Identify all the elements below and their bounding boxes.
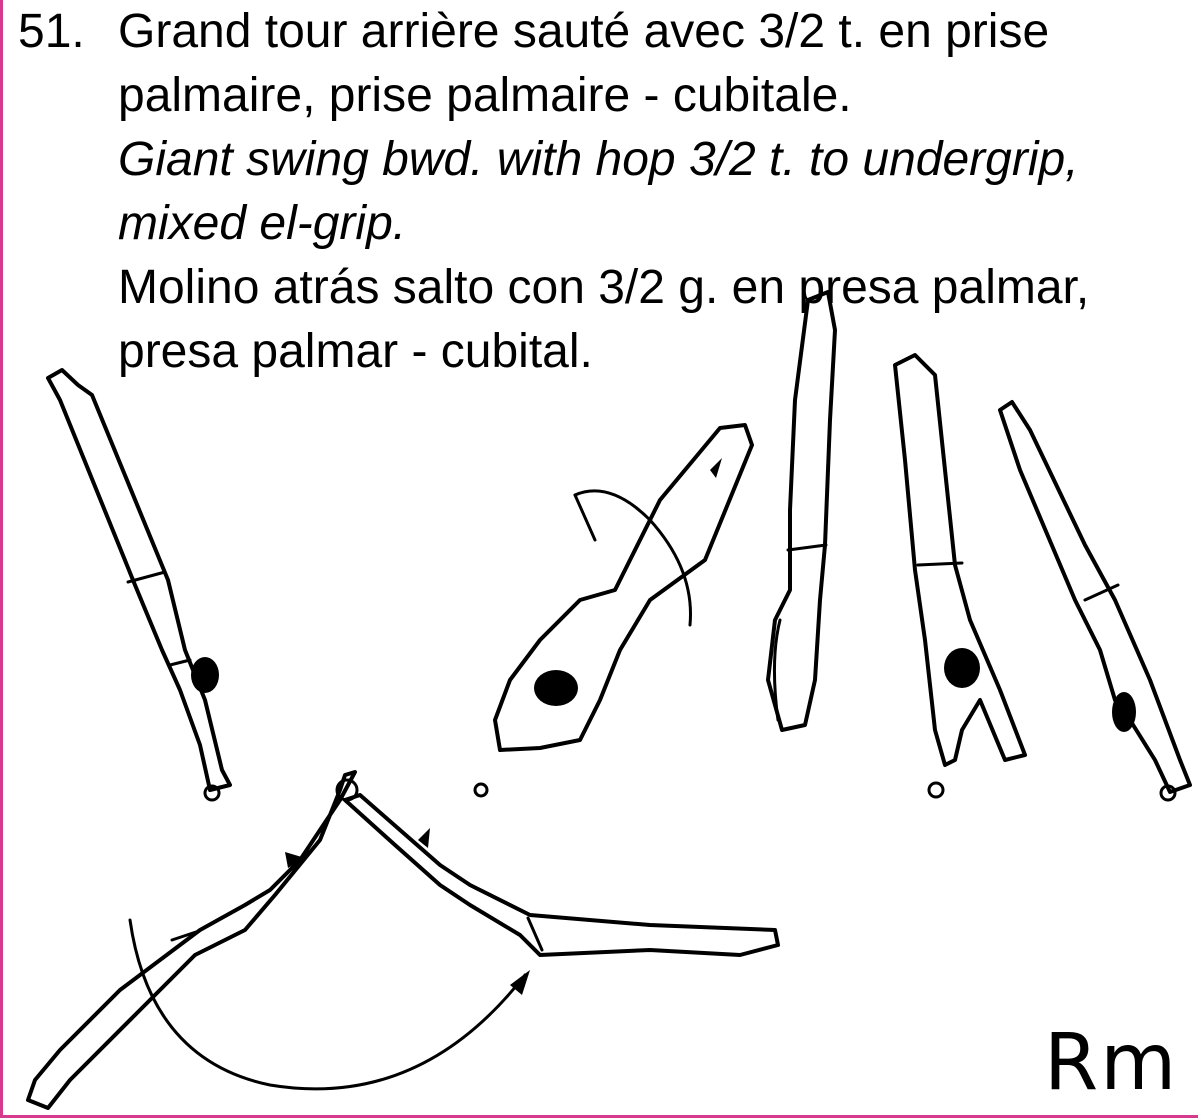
gymnast-figure-4 [893, 353, 1027, 799]
spanish-line-2: presa palmar - cubital. [18, 320, 1198, 384]
gymnast-figure-3 [766, 290, 837, 732]
english-line-1: Giant swing bwd. with hop 3/2 t. to unde… [18, 128, 1198, 192]
spanish-text-2: presa palmar - cubital. [118, 325, 593, 378]
element-description: 51. Grand tour arrière sauté avec 3/2 t.… [18, 0, 1198, 384]
english-line-2: mixed el-grip. [18, 192, 1198, 256]
element-number: 51. [18, 5, 85, 58]
english-text-1: Giant swing bwd. with hop 3/2 t. to unde… [118, 133, 1079, 186]
gymnast-figure-7 [343, 793, 780, 957]
spanish-text-1: Molino atrás salto con 3/2 g. en presa p… [118, 261, 1090, 314]
french-text-1: Grand tour arrière sauté avec 3/2 t. en … [118, 5, 1050, 58]
spanish-line-1: Molino atrás salto con 3/2 g. en presa p… [18, 256, 1198, 320]
gymnast-figure-6 [26, 770, 359, 1110]
artist-signature: Rm [1044, 1018, 1179, 1108]
gymnast-figure-5 [998, 400, 1192, 802]
english-text-2: mixed el-grip. [118, 197, 407, 250]
gymnast-figure-1 [46, 368, 232, 802]
gymnast-figure-2 [473, 423, 754, 798]
swing-arc-arrow [128, 918, 530, 1091]
french-line-2: palmaire, prise palmaire - cubitale. [18, 64, 1198, 128]
french-text-2: palmaire, prise palmaire - cubitale. [118, 69, 852, 122]
french-line-1: 51. Grand tour arrière sauté avec 3/2 t.… [18, 0, 1198, 64]
